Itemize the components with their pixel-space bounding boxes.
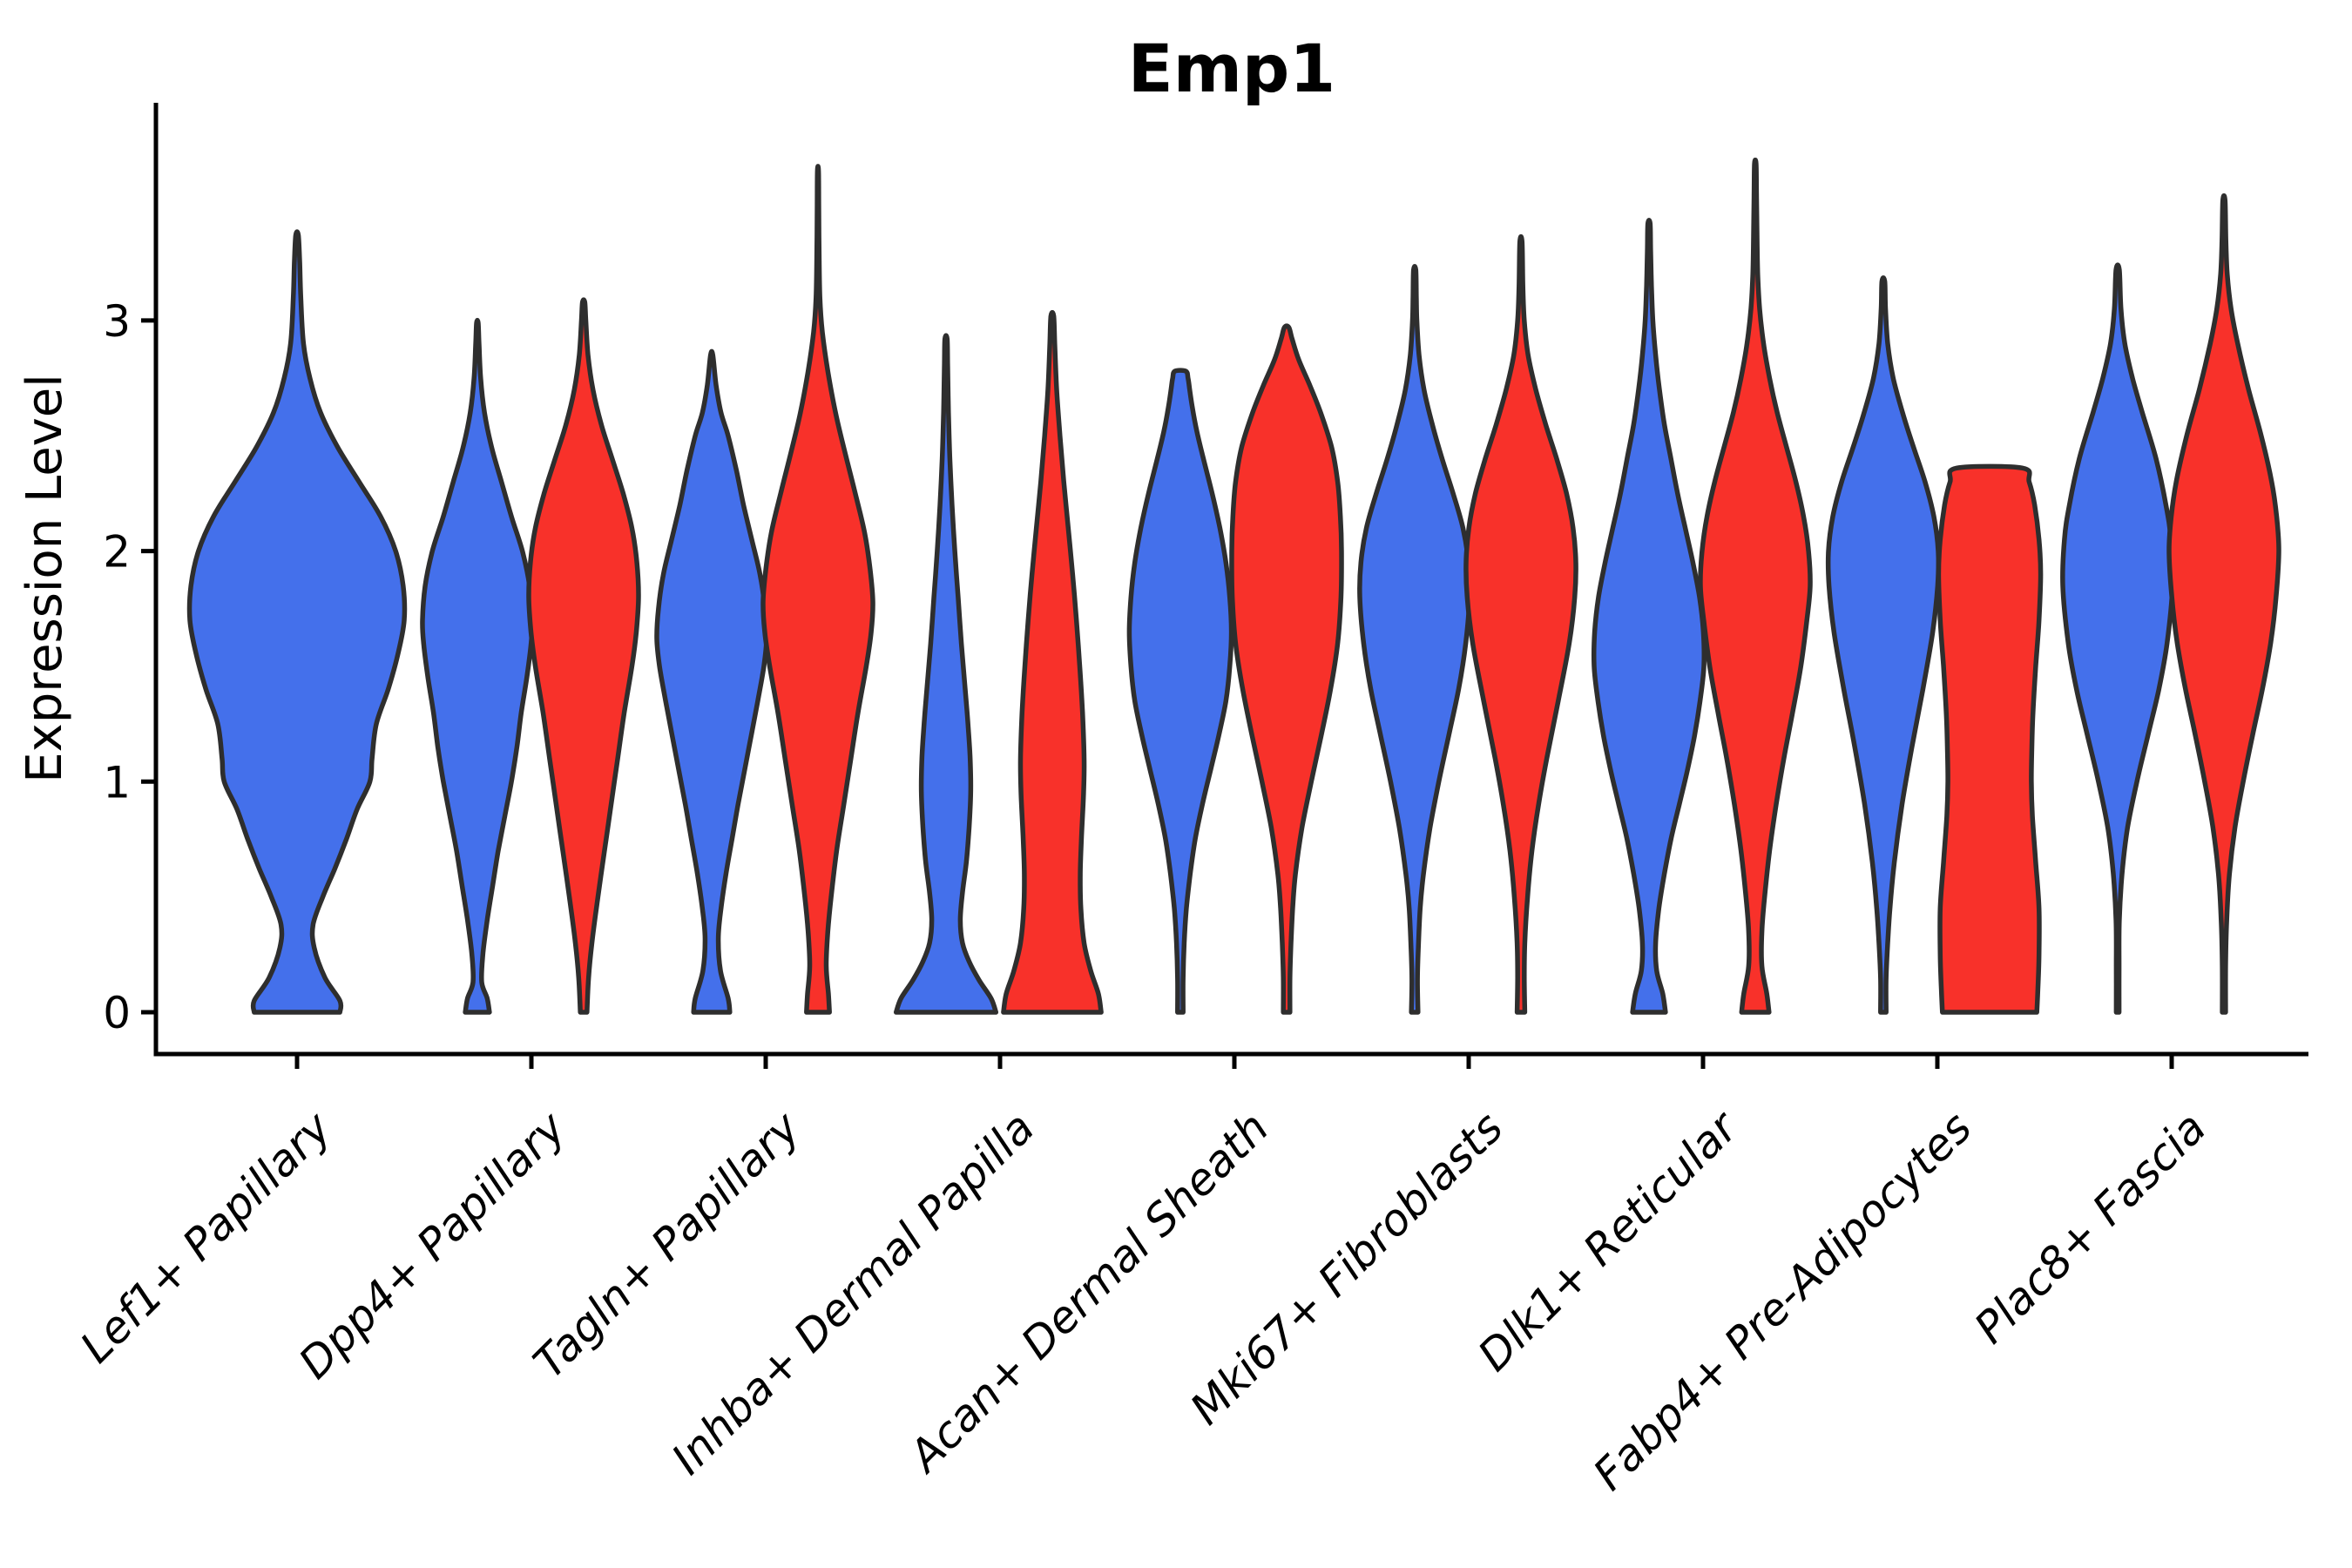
- violin-acan-dermal-sheath-red: [1229, 323, 1344, 1015]
- y-tick-label: 1: [103, 757, 131, 808]
- violin-dlk1-reticular-red: [1698, 157, 1813, 1015]
- violins-layer: [186, 157, 2281, 1015]
- chart-title: Emp1: [1128, 30, 1335, 107]
- y-axis-label: Expression Level: [17, 374, 73, 783]
- violin-acan-dermal-sheath-blue: [1126, 368, 1234, 1015]
- violin-tagln-papillary-blue: [654, 348, 769, 1015]
- violin-fabp4-pre-adipocytes-red: [1936, 463, 2044, 1015]
- violin-inhba-dermal-papilla-red: [1001, 309, 1104, 1015]
- violin-dpp4-papillary-blue: [420, 317, 535, 1015]
- violin-mki67-fibroblasts-red: [1463, 233, 1578, 1015]
- violin-fabp4-pre-adipocytes-blue: [1825, 275, 1942, 1015]
- violin-dlk1-reticular-blue: [1591, 217, 1707, 1015]
- violin-plac8-fascia-red: [2166, 193, 2281, 1015]
- y-tick-label: 3: [103, 296, 131, 347]
- violin-inhba-dermal-papilla-blue: [893, 333, 999, 1015]
- violin-plac8-fascia-blue: [2060, 262, 2175, 1015]
- axes-layer: [153, 103, 2308, 1057]
- y-tick-label: 2: [103, 527, 131, 578]
- violin-mki67-fibroblasts-blue: [1357, 263, 1472, 1015]
- violin-tagln-papillary-red: [760, 164, 875, 1015]
- violin-lef1-papillary-blue: [186, 229, 408, 1015]
- violin-dpp4-papillary-red: [526, 297, 641, 1015]
- y-tick-label: 0: [103, 988, 131, 1038]
